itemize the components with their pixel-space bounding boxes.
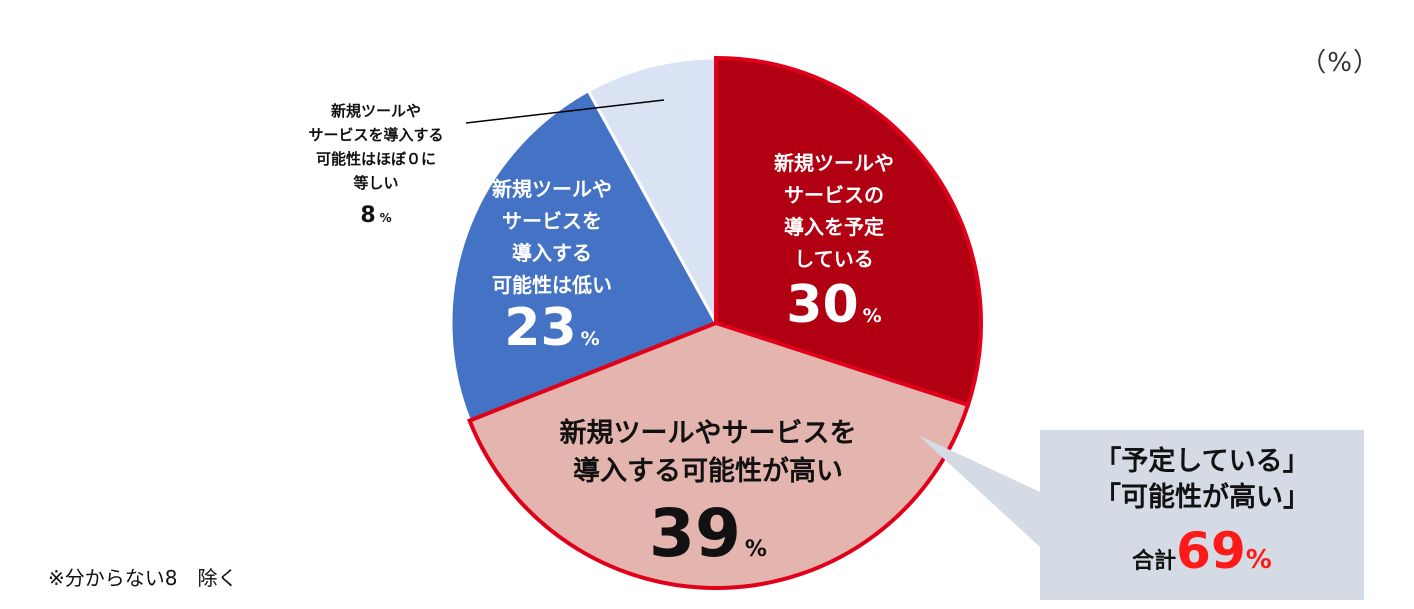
callout-pointer — [918, 435, 1040, 547]
callout-line-2: 「可能性が高い」 — [1094, 482, 1310, 513]
slice-label-line: 可能性は低い — [492, 273, 612, 297]
slice-label-line: 新規ツールやサービスを — [560, 417, 857, 449]
slice-label-line: 可能性はほぼ０に — [316, 150, 436, 168]
slice-label-line: 導入する — [512, 241, 592, 265]
unit-label: （%） — [1300, 48, 1380, 78]
total-callout: 「予定している」 「可能性が高い」 合計69% — [1040, 430, 1364, 600]
callout-total-label: 合計 — [1132, 549, 1177, 574]
callout-total: 合計69% — [1040, 522, 1364, 580]
leader-line — [465, 99, 665, 124]
slice-value: 8% — [360, 203, 391, 228]
pie-slice-nearly-zero — [586, 56, 718, 324]
pie-slice-low — [449, 88, 719, 423]
callout-total-value: 69 — [1176, 522, 1246, 580]
slice-label-line: サービスを — [502, 209, 602, 233]
slice-label-line: 導入する可能性が高い — [573, 455, 843, 487]
slice-label-line: 新規ツールや — [331, 102, 421, 120]
slice-value-unit: % — [863, 305, 882, 327]
callout-line-1: 「予定している」 — [1094, 446, 1310, 477]
slice-value-unit: % — [581, 328, 600, 350]
slice-value-unit: % — [380, 211, 392, 225]
slice-label-line: サービスの — [784, 183, 884, 207]
pie-slice-planned — [714, 55, 983, 408]
slice-label-line: サービスを導入する — [308, 126, 443, 144]
footnote: ※分からない8 除く — [48, 566, 238, 590]
callout-total-unit: % — [1245, 545, 1272, 575]
pie-slice-high — [467, 320, 971, 590]
slice-label-line: している — [794, 247, 873, 271]
slice-label-line: 導入を予定 — [784, 215, 884, 239]
slice-label-line: 新規ツールや — [492, 177, 612, 201]
slice-label-line: 新規ツールや — [774, 151, 894, 175]
slice-label-line: 等しい — [353, 174, 398, 192]
slice-value-unit: % — [745, 537, 767, 562]
